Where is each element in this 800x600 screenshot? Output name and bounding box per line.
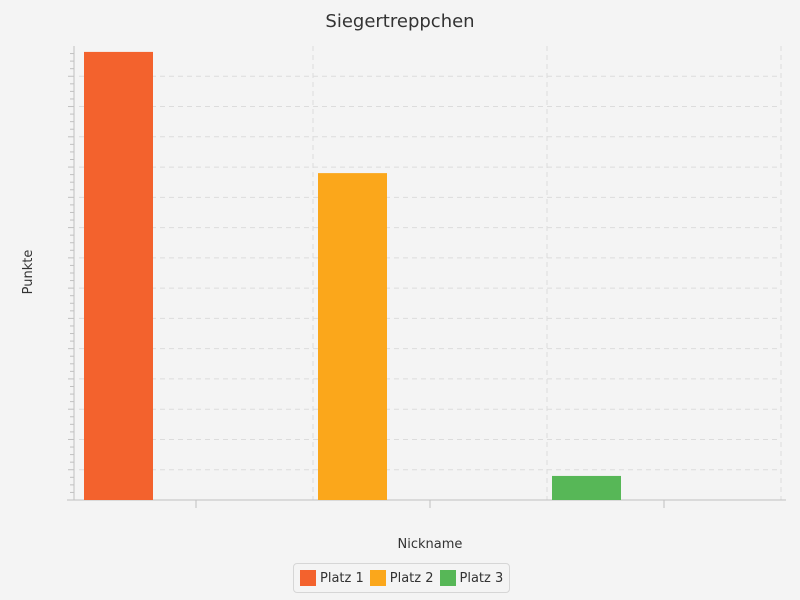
bar-platz-1 xyxy=(84,51,153,500)
bars xyxy=(84,51,621,500)
legend: Platz 1 Platz 2 Platz 3 xyxy=(293,563,511,593)
gridlines xyxy=(79,46,782,501)
axes xyxy=(67,46,786,508)
legend-swatch xyxy=(300,570,316,586)
chart-title: Siegertreppchen xyxy=(325,11,474,32)
legend-item-platz-1: Platz 1 xyxy=(300,570,364,586)
legend-item-platz-3: Platz 3 xyxy=(439,570,504,586)
legend-item-platz-2: Platz 2 xyxy=(369,570,434,586)
legend-label: Platz 1 xyxy=(320,570,364,586)
legend-swatch xyxy=(369,570,386,586)
x-axis-label: Nickname xyxy=(398,537,463,552)
legend-swatch xyxy=(439,570,456,586)
legend-label: Platz 3 xyxy=(459,570,504,586)
y-axis-label: Punkte xyxy=(21,250,36,295)
bar-platz-3 xyxy=(552,475,621,500)
bar-platz-2 xyxy=(318,173,387,500)
legend-label: Platz 2 xyxy=(389,570,434,586)
